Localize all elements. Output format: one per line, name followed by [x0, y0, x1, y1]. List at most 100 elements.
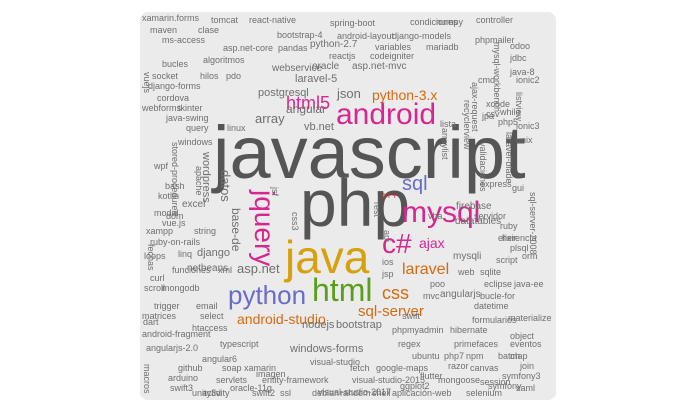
word-nodejs: nodejs — [302, 319, 335, 331]
word-string: string — [194, 226, 217, 236]
word-excel: excel — [182, 199, 206, 210]
word-swift3: swift3 — [170, 383, 194, 393]
word-github: github — [178, 363, 203, 373]
word-python: python — [228, 280, 307, 310]
word-swift: swift — [402, 311, 420, 321]
word-windows-forms: windows-forms — [290, 343, 364, 355]
word-gui: gui — [512, 183, 525, 193]
word-eclipse: eclipse — [484, 279, 513, 289]
word-angularjs-2-0: angularjs-2.0 — [146, 343, 199, 353]
word-cordova: cordova — [157, 93, 190, 103]
word-imagen: imagen — [256, 369, 286, 379]
word-primefaces: primefaces — [454, 339, 499, 349]
word-web: web — [458, 267, 475, 277]
word-rest: rest — [372, 202, 382, 218]
word-join: join — [520, 361, 535, 371]
word-jpa: jpa — [482, 111, 495, 121]
word-validaciones: validaciones — [478, 142, 488, 192]
word-mariadb: mariadb — [426, 42, 459, 52]
word-ionic2: ionic2 — [516, 75, 540, 85]
word-java-ee: java-ee — [514, 279, 544, 289]
word-xcode: xcode — [486, 99, 511, 109]
word-flutter: flutter — [420, 371, 443, 381]
word-poo: poo — [430, 279, 446, 289]
word-ajax-request: ajax-request — [470, 82, 480, 132]
word-netbeans: netbeans — [187, 263, 229, 274]
word-symfony: symfony — [488, 381, 522, 391]
word-ruby: ruby — [500, 221, 518, 231]
word-android-fragment: android-fragment — [142, 329, 211, 339]
word-css3: css3 — [290, 212, 300, 231]
word-bootstrap: bootstrap — [336, 319, 382, 331]
word-kotlin: kotlin — [158, 191, 180, 201]
word-entity-framework: entity-framework — [262, 375, 329, 385]
word-activity: activity — [202, 388, 230, 398]
word-mysqli: mysqli — [453, 251, 482, 262]
word-odoo: odoo — [510, 41, 531, 51]
word-controller: controller — [476, 15, 514, 25]
word-razor: razor — [448, 361, 469, 371]
word-sqlite: sqlite — [480, 267, 502, 277]
word-cloud: javascript php java android mysql html c# pytho… — [140, 12, 556, 400]
word-jsp: jsp — [382, 269, 394, 279]
word-django-models: django-models — [392, 31, 452, 41]
word-oracle-11g: oracle-11g — [230, 383, 272, 393]
word-python-2-7: python-2.7 — [310, 39, 358, 50]
word-select: select — [200, 311, 224, 321]
word-jquery: jquery — [249, 190, 280, 267]
word-maven: maven — [150, 25, 178, 35]
word-materialize: materialize — [508, 313, 552, 323]
word-canvas: canvas — [470, 363, 499, 373]
word-ggplot2: ggplot2 — [400, 381, 430, 391]
word-plsql: plsql — [510, 243, 529, 253]
word-ajax: ajax — [419, 235, 445, 251]
word-c-: c++ — [381, 191, 398, 202]
word-bucles: bucles — [162, 59, 189, 69]
word-batch: batch — [498, 351, 521, 361]
word-herencia: herencia — [502, 233, 537, 243]
word-tomcat: tomcat — [211, 15, 239, 25]
word-asp-net: asp.net — [237, 261, 280, 276]
word-visual-studio-2017: visual-studio-2017 — [318, 387, 392, 397]
word-xaml: xaml — [516, 383, 536, 393]
word-npm: npm — [466, 351, 484, 361]
word-vue-js: vue.js — [162, 218, 186, 228]
word-socket: socket — [152, 71, 179, 81]
word-api: api — [382, 230, 392, 243]
word-phpmailer: phpmailer — [475, 35, 515, 45]
word-java-8: java-8 — [510, 67, 535, 77]
word-vb-net: vb.net — [304, 121, 334, 133]
word-hilos: hilos — [200, 71, 219, 81]
word-laravel: laravel — [402, 261, 450, 278]
word-dom: dom — [166, 211, 184, 221]
word-json: json — [337, 86, 361, 101]
word-regex: regex — [398, 339, 421, 349]
word-variables: variables — [375, 42, 412, 52]
word-android-studio: android-studio — [237, 311, 326, 327]
word-xampp: xampp — [146, 226, 174, 236]
word-debian: debian — [312, 388, 340, 398]
word-curl: curl — [150, 273, 165, 283]
word-aplicaci-n-web: aplicación-web — [392, 388, 452, 398]
word-mongodb: mongodb — [162, 283, 200, 293]
word-vba: vba — [428, 211, 443, 221]
word-bootstrap-4: bootstrap-4 — [277, 30, 323, 40]
word-arraylist: arraylist — [440, 128, 450, 160]
word-ios: ios — [382, 257, 394, 267]
word-xml: xml — [218, 265, 232, 275]
word-spring-boot: spring-boot — [330, 18, 376, 28]
word-loops: loops — [144, 251, 166, 261]
word-visual-studio-2015: visual-studio-2015 — [352, 375, 426, 385]
word-php5: php5 — [498, 117, 519, 127]
word-trigger: trigger — [154, 301, 180, 311]
word-ubuntu: ubuntu — [412, 351, 440, 361]
word-ssl: ssl — [280, 388, 291, 398]
word-html5: html5 — [286, 93, 331, 113]
word-datatables: datatables — [455, 216, 502, 227]
word-django: django — [197, 247, 231, 259]
word-mysql: mysql — [402, 196, 481, 229]
word-swift2: swift2 — [252, 388, 276, 398]
word-javascript: javascript — [213, 111, 526, 194]
word-cmd: cmd — [478, 75, 496, 85]
word-matrices: matrices — [142, 311, 177, 321]
